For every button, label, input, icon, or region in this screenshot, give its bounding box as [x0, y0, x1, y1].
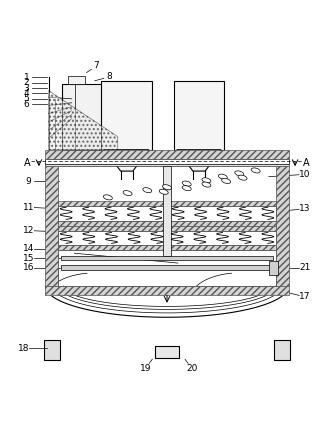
- Ellipse shape: [218, 174, 227, 179]
- Polygon shape: [177, 150, 221, 171]
- Bar: [58, 250, 276, 286]
- Text: 4: 4: [24, 89, 29, 98]
- Bar: [45, 286, 289, 295]
- Text: 15: 15: [23, 254, 34, 263]
- Text: 8: 8: [107, 72, 113, 81]
- Text: 9: 9: [25, 177, 31, 186]
- Text: 17: 17: [299, 293, 311, 301]
- Ellipse shape: [123, 190, 132, 196]
- Bar: [45, 159, 289, 163]
- Text: 6: 6: [24, 100, 29, 109]
- Ellipse shape: [182, 186, 191, 190]
- Text: 21: 21: [299, 263, 311, 273]
- Text: 1: 1: [24, 73, 29, 82]
- Text: 13: 13: [299, 204, 311, 214]
- Bar: [270, 262, 278, 275]
- Bar: [45, 166, 58, 286]
- Bar: [101, 81, 152, 150]
- Bar: [163, 166, 171, 257]
- Ellipse shape: [235, 171, 244, 176]
- Text: 12: 12: [23, 226, 34, 235]
- Ellipse shape: [202, 178, 211, 183]
- Bar: [58, 245, 163, 250]
- Text: 20: 20: [186, 364, 197, 373]
- Bar: [45, 150, 289, 159]
- Ellipse shape: [104, 195, 112, 200]
- Bar: [274, 340, 290, 360]
- Text: 2: 2: [24, 78, 29, 87]
- Ellipse shape: [159, 189, 168, 194]
- Polygon shape: [105, 150, 149, 171]
- Ellipse shape: [163, 185, 171, 190]
- Bar: [44, 340, 60, 360]
- Bar: [61, 255, 273, 261]
- Ellipse shape: [143, 188, 152, 193]
- Ellipse shape: [251, 168, 260, 173]
- Ellipse shape: [222, 178, 230, 183]
- Text: 5: 5: [24, 94, 29, 103]
- Bar: [58, 226, 276, 231]
- Ellipse shape: [202, 182, 211, 187]
- Ellipse shape: [238, 175, 247, 180]
- Text: 7: 7: [94, 61, 99, 71]
- Ellipse shape: [182, 181, 191, 186]
- Bar: [276, 166, 289, 286]
- Bar: [174, 81, 224, 150]
- Bar: [61, 265, 273, 270]
- Text: 3: 3: [24, 84, 29, 93]
- Text: A: A: [24, 158, 31, 167]
- Bar: [62, 84, 118, 150]
- Polygon shape: [49, 91, 118, 150]
- Bar: [58, 231, 276, 245]
- Text: 19: 19: [140, 364, 151, 373]
- Bar: [58, 206, 276, 221]
- Bar: [155, 346, 179, 358]
- Text: A: A: [303, 158, 310, 167]
- Bar: [68, 76, 85, 84]
- Text: 18: 18: [18, 344, 29, 353]
- Bar: [45, 164, 289, 166]
- Bar: [58, 201, 276, 206]
- Text: 14: 14: [23, 245, 34, 254]
- Bar: [58, 221, 276, 226]
- Text: 10: 10: [299, 170, 311, 179]
- Text: 16: 16: [23, 263, 34, 273]
- Bar: [171, 245, 276, 250]
- Text: 11: 11: [23, 203, 34, 212]
